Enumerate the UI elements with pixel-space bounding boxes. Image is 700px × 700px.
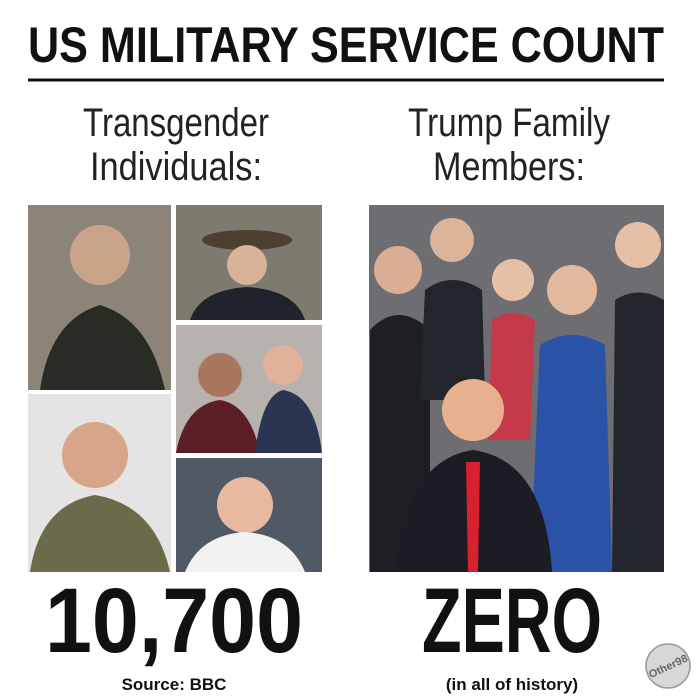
left-photos <box>28 205 322 572</box>
left-heading: Individuals: <box>90 145 262 189</box>
left-count: 10,700 <box>45 570 303 672</box>
left-note: Source: BBC <box>122 675 227 694</box>
right-heading: Trump Family <box>408 101 610 145</box>
left-heading: Transgender <box>83 101 269 145</box>
title: US MILITARY SERVICE COUNT <box>28 17 664 73</box>
right-photo <box>369 205 664 572</box>
watermark-badge <box>645 643 691 689</box>
right-heading: Members: <box>433 145 585 189</box>
right-count: ZERO <box>422 570 602 672</box>
right-note: (in all of history) <box>446 675 578 694</box>
